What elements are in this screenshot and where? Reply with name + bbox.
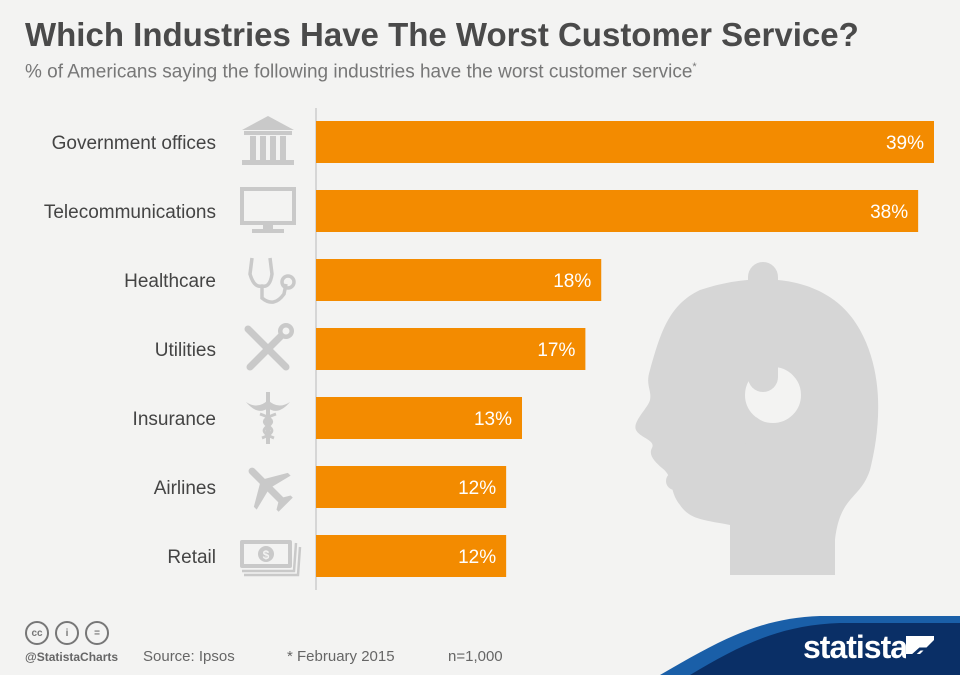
bar [316,190,919,232]
monitor-icon [240,187,296,233]
bar-row: Healthcare 18% [124,257,602,304]
statista-logo[interactable]: statista [803,629,908,665]
bar-row: Utilities 17% [155,323,586,371]
license-icons: cc i = [25,621,109,645]
category-label: Airlines [154,478,216,499]
data-label: 12% [458,547,496,568]
category-label: Utilities [155,340,216,361]
data-label: 38% [870,202,908,223]
tools-icon [244,323,294,371]
category-label: Insurance [133,409,216,430]
bar-row: Airlines 12% [154,466,507,512]
no-derivatives-icon: = [85,621,109,645]
subtitle-marker: * [692,61,697,73]
attribution-icon: i [55,621,79,645]
category-label: Healthcare [124,271,216,292]
bar-row: Telecommunications 38% [44,187,919,233]
airplane-icon [248,467,293,512]
footer-wave [660,616,960,675]
category-label: Government offices [52,133,216,154]
statista-logo-icon [906,636,934,662]
chart-subtitle: % of Americans saying the following indu… [25,61,697,83]
sample-size: n=1,000 [448,648,503,665]
bar [316,259,602,301]
bar [316,397,522,439]
bar-row: Government offices 39% [52,116,934,165]
caduceus-icon [246,392,290,444]
data-label: 13% [474,409,512,430]
twitter-handle: @StatistaCharts [25,650,119,664]
data-label: 39% [886,133,924,154]
category-label: Telecommunications [44,202,216,223]
bar [316,466,507,508]
stethoscope-icon [248,257,296,304]
bar [316,328,586,370]
bar-row: Insurance 13% [133,392,522,444]
money-icon: $ [240,540,302,577]
data-label: 12% [458,478,496,499]
category-label: Retail [167,547,216,568]
data-label: 17% [537,340,575,361]
bars: Government offices 39% Telecommunications… [44,116,934,577]
date-note: * February 2015 [287,648,395,665]
bar [316,535,507,577]
subtitle-text: % of Americans saying the following indu… [25,61,693,83]
bar [316,121,934,163]
data-label: 18% [553,271,591,292]
bar-row: Retail $ 12% [167,535,507,577]
svg-text:$: $ [263,548,270,562]
cc-icon: cc [25,621,49,645]
source-label: Source: Ipsos [143,648,235,665]
headset-icon [666,262,822,490]
chart-title: Which Industries Have The Worst Customer… [25,16,859,53]
government-building-icon [242,116,294,165]
